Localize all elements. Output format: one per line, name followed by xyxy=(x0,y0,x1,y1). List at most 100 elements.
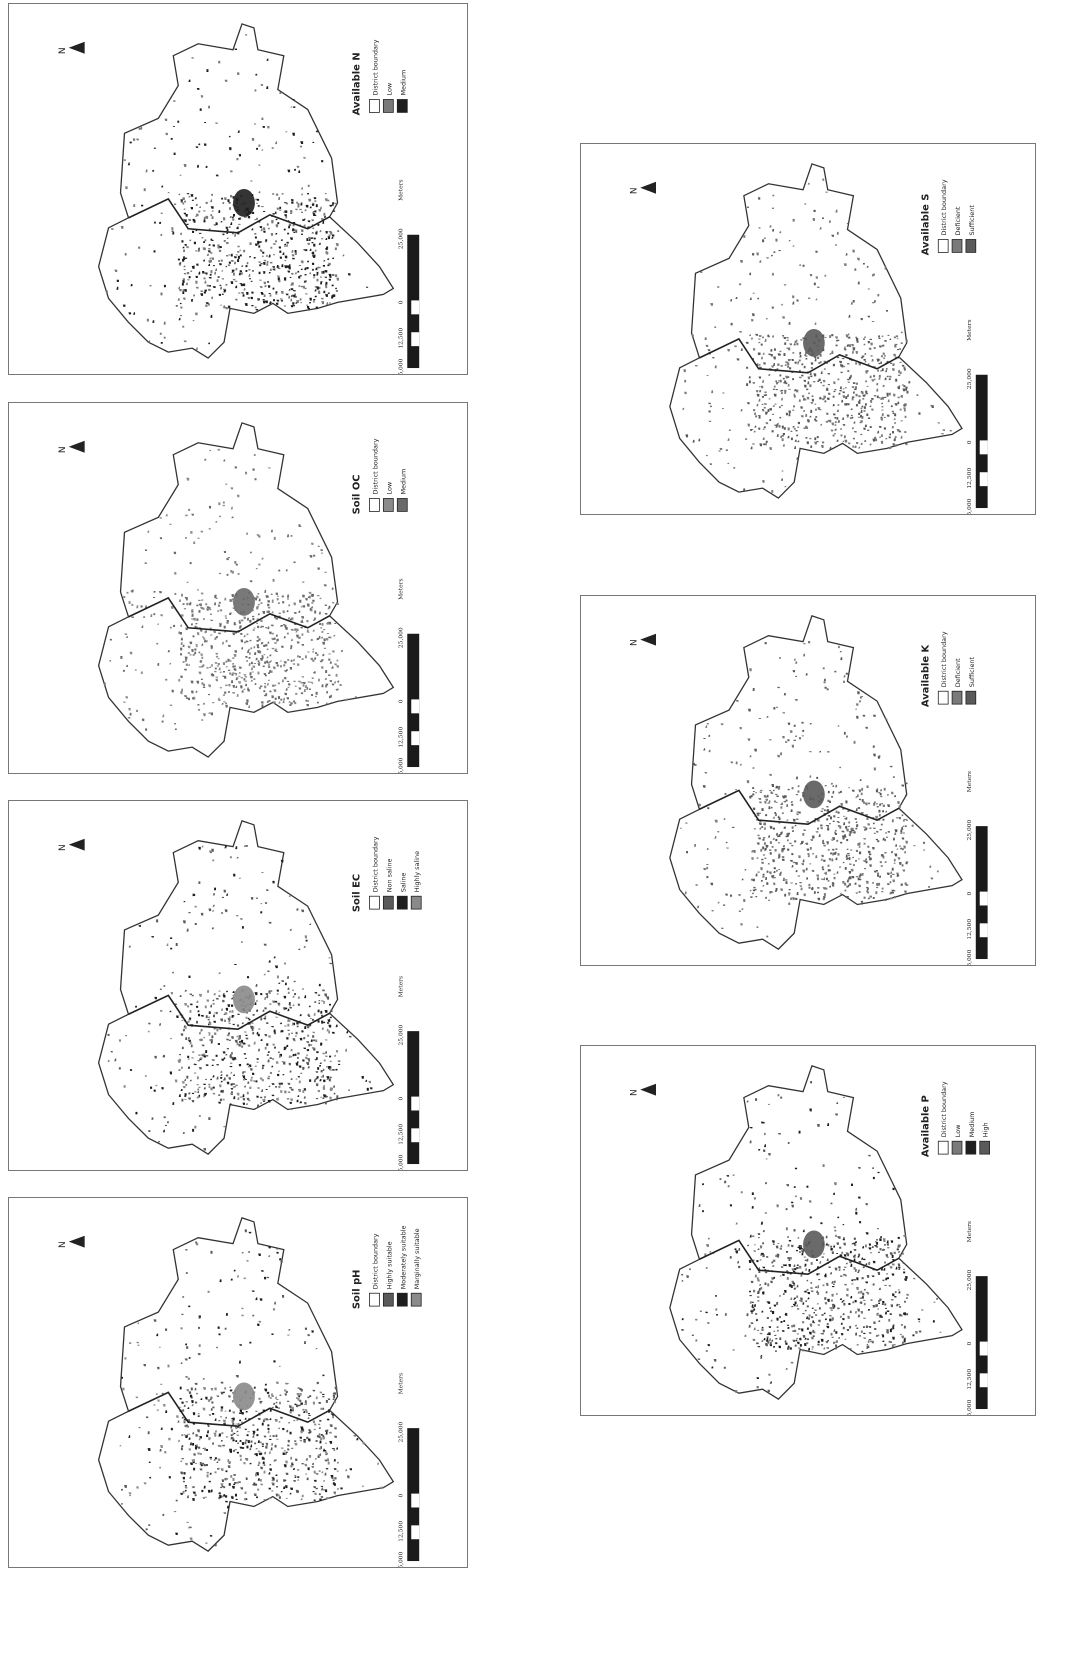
legend-swatch xyxy=(397,896,407,909)
scale-label: 12,500 xyxy=(966,1369,973,1390)
legend-swatch xyxy=(938,239,948,252)
legend-label: High xyxy=(982,1122,990,1137)
map-panel: NAvailable PDistrict boundaryLowMediumHi… xyxy=(580,1045,1036,1416)
legend-title: Soil EC xyxy=(351,874,362,912)
scale-label: Meters xyxy=(397,578,404,599)
scale-label: Meters xyxy=(397,179,404,200)
scale-bar-gap xyxy=(411,699,419,713)
legend-label: District boundary xyxy=(371,438,379,494)
legend-swatch xyxy=(980,1141,990,1154)
scale-label: 25,000 xyxy=(397,627,404,648)
scale-bar-gap xyxy=(980,923,988,937)
legend-label: Sufficient xyxy=(968,205,976,236)
scale-label: 0 xyxy=(397,1493,404,1497)
scale-label: 25,000 xyxy=(966,1269,973,1290)
legend-label: District boundary xyxy=(940,631,948,687)
scale-label: 25,000 xyxy=(397,1421,404,1442)
scale-label: 25,000 xyxy=(966,498,973,515)
legend-swatch xyxy=(369,498,379,511)
scale-bar-gap xyxy=(980,440,988,454)
scale-label: 25,000 xyxy=(397,358,404,375)
urban-patch xyxy=(803,781,825,809)
north-arrow xyxy=(640,634,656,646)
legend-title: Soil pH xyxy=(351,1270,362,1310)
legend-swatch xyxy=(383,498,393,511)
scale-label: Meters xyxy=(966,319,973,340)
map-panel: N Soil OC District boundary Low Medium 25,000… xyxy=(8,402,468,774)
legend-swatch xyxy=(966,1141,976,1154)
legend-label: District boundary xyxy=(371,836,379,892)
north-arrow xyxy=(69,441,85,453)
legend-label: District boundary xyxy=(940,1081,948,1137)
legend-label: Deficient xyxy=(954,206,962,235)
north-label: N xyxy=(629,1089,639,1096)
legend-swatch xyxy=(397,498,407,511)
legend-label: Medium xyxy=(968,1112,976,1138)
legend-label: Medium xyxy=(399,70,407,96)
scale-label: 0 xyxy=(966,891,973,895)
legend-label: Medium xyxy=(399,469,407,495)
scale-label: 12,500 xyxy=(397,1521,404,1542)
legend-swatch xyxy=(966,691,976,704)
scale-bar-gap xyxy=(411,332,419,346)
scale-bar-gap xyxy=(411,1494,419,1508)
north-arrow xyxy=(69,1236,85,1248)
legend-label: District boundary xyxy=(940,179,948,235)
legend-swatch xyxy=(966,239,976,252)
figure: NAvailable NDistrict boundaryLowMedium25… xyxy=(0,0,1090,1655)
scale-label: 25,000 xyxy=(966,819,973,840)
scale-label: 12,500 xyxy=(397,727,404,748)
scale-bar-gap xyxy=(980,472,988,486)
urban-patch xyxy=(233,189,255,217)
legend-swatch xyxy=(411,1293,421,1306)
north-label: N xyxy=(58,1241,68,1248)
legend-label: District boundary xyxy=(371,39,379,95)
north-arrow xyxy=(640,1084,656,1096)
legend-label: Low xyxy=(385,482,393,495)
legend-title: Available P xyxy=(920,1095,931,1157)
scale-bar-gap xyxy=(980,892,988,906)
scale-label: 0 xyxy=(966,440,973,444)
scale-label: 25,000 xyxy=(397,757,404,774)
north-arrow xyxy=(640,182,656,194)
map-panel: NSoil ECDistrict boundaryNon salineSalin… xyxy=(8,800,468,1171)
scale-label: 12,500 xyxy=(397,328,404,349)
legend-title: Soil OC xyxy=(351,474,362,514)
scale-label: 0 xyxy=(397,699,404,703)
legend-label: Saline xyxy=(399,873,407,893)
legend-label: District boundary xyxy=(371,1233,379,1289)
scale-bar-gap xyxy=(411,1525,419,1539)
map-panel: NSoil pHDistrict boundaryHighly suitable… xyxy=(8,1197,468,1568)
north-label: N xyxy=(58,446,68,453)
legend-swatch xyxy=(397,1293,407,1306)
north-label: N xyxy=(629,187,639,194)
scale-label: 25,000 xyxy=(397,1551,404,1568)
legend-title: Available S xyxy=(920,194,931,256)
scale-label: 25,000 xyxy=(397,1154,404,1171)
legend-swatch xyxy=(369,99,379,112)
urban-patch xyxy=(233,1383,255,1411)
scale-label: 25,000 xyxy=(966,368,973,389)
legend-swatch xyxy=(952,239,962,252)
legend-label: Low xyxy=(385,83,393,96)
legend-label: Sufficient xyxy=(968,656,976,687)
scale-bar-gap xyxy=(980,1373,988,1387)
scale-label: 12,500 xyxy=(397,1124,404,1145)
scale-label: Meters xyxy=(397,1373,404,1394)
legend-swatch xyxy=(369,1293,379,1306)
urban-patch xyxy=(233,986,255,1014)
scale-label: 0 xyxy=(397,300,404,304)
scale-bar-gap xyxy=(411,1097,419,1111)
scale-bar-gap xyxy=(411,1128,419,1142)
legend-swatch xyxy=(938,691,948,704)
urban-patch xyxy=(233,588,255,616)
scale-label: 12,500 xyxy=(966,919,973,940)
legend-swatch xyxy=(938,1141,948,1154)
legend-label: Highly saline xyxy=(413,851,421,892)
scale-label: 0 xyxy=(966,1341,973,1345)
scale-label: 25,000 xyxy=(397,1024,404,1045)
legend-swatch xyxy=(952,691,962,704)
legend-swatch xyxy=(952,1141,962,1154)
legend-title: Available K xyxy=(920,644,931,707)
